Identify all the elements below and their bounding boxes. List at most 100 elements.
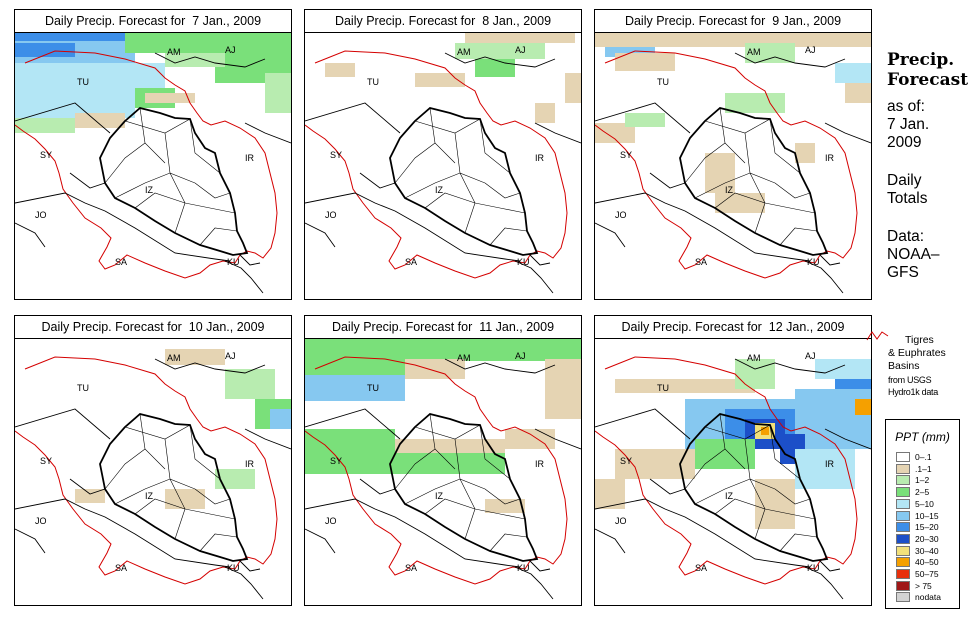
basin-legend-text: from USGS <box>888 375 932 385</box>
country-border <box>224 260 264 294</box>
precip-map: AM AJ TU SY IR IZ JO SA KU <box>595 338 871 605</box>
province-border <box>194 182 231 199</box>
country-label: JO <box>325 516 337 526</box>
legend-label: > 75 <box>915 580 932 591</box>
legend-swatch <box>896 569 910 579</box>
precip-cell <box>795 143 815 163</box>
province-border <box>169 172 186 234</box>
basin-legend-text: Hydro1k data <box>888 387 938 397</box>
precip-cell <box>395 439 505 453</box>
legend-label: 20–30 <box>915 533 939 544</box>
country-border <box>305 192 521 262</box>
legend-swatch <box>896 545 910 556</box>
country-label: IR <box>245 459 255 469</box>
country-border <box>595 222 626 248</box>
country-label: SY <box>40 150 52 160</box>
precip-cell <box>715 193 765 213</box>
legend-class: > 75 <box>896 580 958 592</box>
basin-line-icon <box>866 331 889 341</box>
legend-label: 1–2 <box>915 475 930 486</box>
country-label: TU <box>77 77 89 87</box>
country-label: AM <box>457 353 471 363</box>
panel-title: Daily Precip. Forecast for 12 Jan., 2009 <box>621 320 845 334</box>
map-panel-5: Daily Precip. Forecast for 11 Jan., 2009… <box>304 315 582 606</box>
country-border <box>595 192 811 262</box>
province-border <box>779 533 818 552</box>
precip-cell <box>725 93 785 113</box>
basin-legend-text: Basins <box>888 360 920 372</box>
country-label: IR <box>535 459 545 469</box>
country-border <box>595 408 691 440</box>
country-border <box>595 498 811 568</box>
province-border <box>104 448 146 490</box>
legend-label: 15–20 <box>915 522 939 533</box>
legend-swatch <box>896 475 910 486</box>
legend-class: 50–75 <box>896 569 958 580</box>
precip-cell <box>455 43 545 59</box>
province-border <box>424 192 476 209</box>
country-label: KU <box>517 563 530 573</box>
legend-swatch <box>896 498 910 509</box>
legend-label: 30–40 <box>915 545 939 556</box>
legend-swatch <box>896 557 910 568</box>
legend-swatch <box>896 510 910 521</box>
country-label: JO <box>615 516 627 526</box>
country-label: SY <box>330 150 342 160</box>
country-label: SA <box>115 563 127 573</box>
map-canvas: AM AJ TU SY IR IZ JO SA KU <box>305 339 581 600</box>
country-label: AJ <box>225 351 236 361</box>
country-border <box>305 528 336 554</box>
precip-cell <box>615 379 755 393</box>
country-label: SA <box>695 257 707 267</box>
precip-cell <box>75 113 125 128</box>
map-panel-1: Daily Precip. Forecast for 7 Jan., 2009 … <box>14 9 292 300</box>
country-border <box>244 122 291 144</box>
province-border <box>404 172 461 199</box>
country-label: TU <box>77 383 89 393</box>
country-label: AM <box>747 353 761 363</box>
country-label: TU <box>657 77 669 87</box>
province-border <box>479 118 511 174</box>
country-border <box>15 498 231 568</box>
precip-cell <box>165 489 205 509</box>
data-source: NOAA– <box>887 246 940 263</box>
province-border <box>704 118 771 134</box>
country-label: AM <box>167 353 181 363</box>
country-label: IZ <box>435 491 444 501</box>
precip-map: AM AJ TU SY IR IZ JO SA KU <box>305 32 581 299</box>
country-label: IZ <box>435 185 444 195</box>
legend-title: PPT (mm) <box>895 430 950 444</box>
country-label: AJ <box>805 45 816 55</box>
country-border <box>239 254 261 266</box>
panel-title: Daily Precip. Forecast for 9 Jan., 2009 <box>624 14 842 28</box>
province-border <box>769 424 801 480</box>
province-border <box>474 202 526 214</box>
province-border <box>394 448 436 490</box>
province-border <box>134 192 186 209</box>
country-label: IZ <box>145 491 154 501</box>
country-label: SA <box>405 563 417 573</box>
precip-cell <box>215 469 255 489</box>
precip-cell <box>165 53 225 67</box>
country-border <box>305 222 336 248</box>
precip-cell <box>165 349 225 365</box>
country-border <box>734 358 846 374</box>
precip-cell <box>835 63 871 83</box>
province-border <box>424 498 476 515</box>
province-border <box>189 118 221 174</box>
totals-label: Totals <box>887 190 928 207</box>
province-border <box>114 172 171 199</box>
province-border <box>484 182 521 199</box>
country-label: SA <box>405 257 417 267</box>
country-label: KU <box>807 257 820 267</box>
data-source-label: Data: <box>887 228 925 245</box>
legend-label: 5–10 <box>915 498 934 509</box>
province-border <box>714 192 766 209</box>
data-source: GFS <box>887 264 919 281</box>
country-label: KU <box>807 563 820 573</box>
country-border <box>239 560 261 572</box>
legend-class: 40–50 <box>896 557 958 568</box>
precip-cell <box>695 439 755 469</box>
country-border <box>804 260 844 294</box>
map-canvas: AM AJ TU SY IR IZ JO SA KU <box>595 351 871 600</box>
